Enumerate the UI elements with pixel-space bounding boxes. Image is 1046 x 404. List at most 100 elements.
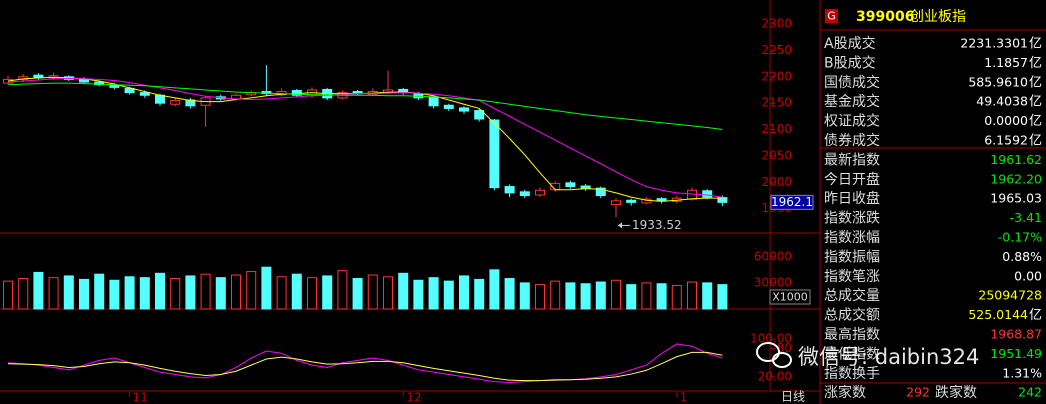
candle-body <box>474 110 485 120</box>
row-label: 昨日收盘 <box>824 190 880 207</box>
volume-bar <box>641 282 652 310</box>
row-unit: 亿 <box>1029 37 1042 52</box>
row-unit: 亿 <box>1029 114 1042 129</box>
row-label: 指数笔涨 <box>824 269 880 285</box>
row-value: 1.1857 <box>984 55 1028 70</box>
x-tick-label: 1 <box>680 391 688 404</box>
candle-body <box>626 199 637 203</box>
volume-bar <box>18 278 29 310</box>
x-tick-label: 12 <box>406 391 421 404</box>
candle-body <box>109 84 120 88</box>
volume-bar <box>109 279 120 310</box>
row-value: 0.88% <box>1002 249 1042 264</box>
volume-bar <box>215 277 226 310</box>
annotation-arrow-head <box>618 222 622 229</box>
candle-body <box>155 94 165 104</box>
candle-body <box>94 81 105 86</box>
row-label: 权证成交 <box>824 113 880 130</box>
row-label: 最新指数 <box>824 152 880 168</box>
volume-bar <box>383 276 393 310</box>
candle-body <box>124 87 135 94</box>
y-tick-label: 2100 <box>761 122 792 136</box>
volume-bar <box>474 278 485 310</box>
x-tick-label: 11 <box>133 391 148 404</box>
candle-body <box>702 190 713 198</box>
row-label: 最高指数 <box>824 326 880 343</box>
down-count: 242 <box>1018 385 1042 400</box>
row-value: 1968.87 <box>990 327 1042 342</box>
row-value: 1961.62 <box>990 152 1042 167</box>
row-label: 最低指数 <box>824 346 880 362</box>
row-value: 25094728 <box>978 288 1042 303</box>
candle-body <box>717 197 728 203</box>
row-value: 0.00 <box>1014 268 1042 283</box>
annotation: 1933.52 <box>632 218 682 232</box>
volume-bar <box>291 273 302 310</box>
badge: G <box>827 10 836 23</box>
candle-body <box>687 189 697 200</box>
volume-bar <box>139 277 150 310</box>
period: 日线 <box>781 390 805 404</box>
watermark: 微信号: daibin324 <box>798 345 979 369</box>
candle-body <box>170 100 181 105</box>
volume-bar <box>155 272 165 310</box>
y-tick-label: 2150 <box>761 96 792 110</box>
volume-bar <box>307 277 317 310</box>
candle-body <box>443 104 454 109</box>
candle-body <box>504 186 515 194</box>
row-value: 49.4038 <box>976 94 1028 109</box>
up-label: 涨家数 <box>824 384 866 401</box>
candle-body <box>565 182 576 188</box>
unit-box <box>769 289 811 305</box>
volume-bar <box>3 280 13 310</box>
row-value: 1.31% <box>1002 365 1042 380</box>
volume-bar <box>322 275 333 310</box>
y-tick-label: 80 <box>777 341 792 355</box>
row-value: 6.1592 <box>984 133 1028 148</box>
watermark-group: 微信号: daibin324 <box>756 342 979 369</box>
indicator-line <box>7 82 723 131</box>
volume-bar <box>337 270 348 310</box>
y-tick-label: 100.00 <box>750 332 792 346</box>
y-tick-label: 30000 <box>754 275 792 289</box>
volume-bar <box>185 275 196 310</box>
indicator-line <box>7 351 723 382</box>
volume-bar <box>352 278 363 310</box>
candle-body <box>48 75 59 79</box>
row-unit: 亿 <box>1029 95 1042 110</box>
volume-bar <box>443 280 454 310</box>
volume-bar <box>717 284 728 310</box>
name: 创业板指 <box>910 9 966 25</box>
code: 399006 <box>856 9 914 25</box>
volume-bar <box>246 271 257 310</box>
volume-bar <box>702 282 713 310</box>
candle-body <box>535 189 545 196</box>
last-price: 1962.1 <box>771 195 813 209</box>
row-label: 指数涨跌 <box>824 211 880 227</box>
row-value: 1951.49 <box>990 346 1042 361</box>
row-value: -0.17% <box>998 230 1042 245</box>
candle-body <box>519 191 530 197</box>
row-unit: 亿 <box>1029 56 1042 71</box>
row-unit: 亿 <box>1029 75 1042 90</box>
row-unit: 亿 <box>1029 134 1042 149</box>
volume-bar <box>687 281 697 310</box>
row-label: 国债成交 <box>824 74 880 91</box>
volume-bar <box>519 282 530 310</box>
row-label: 总成交额 <box>824 307 880 324</box>
volume-bar <box>656 283 667 310</box>
volume-bar <box>170 278 181 310</box>
row-value: 585.9610 <box>968 74 1028 89</box>
volume-bar <box>504 278 515 310</box>
volume-bar <box>565 282 576 310</box>
row-label: 指数振幅 <box>824 249 880 265</box>
row-label: B股成交 <box>824 54 876 71</box>
candle-body <box>139 92 150 96</box>
y-tick-label: 2200 <box>761 69 792 83</box>
row-label: 总成交量 <box>824 287 880 304</box>
volume-bar <box>261 266 272 310</box>
volume-bar <box>489 269 500 310</box>
price-box <box>770 194 814 210</box>
